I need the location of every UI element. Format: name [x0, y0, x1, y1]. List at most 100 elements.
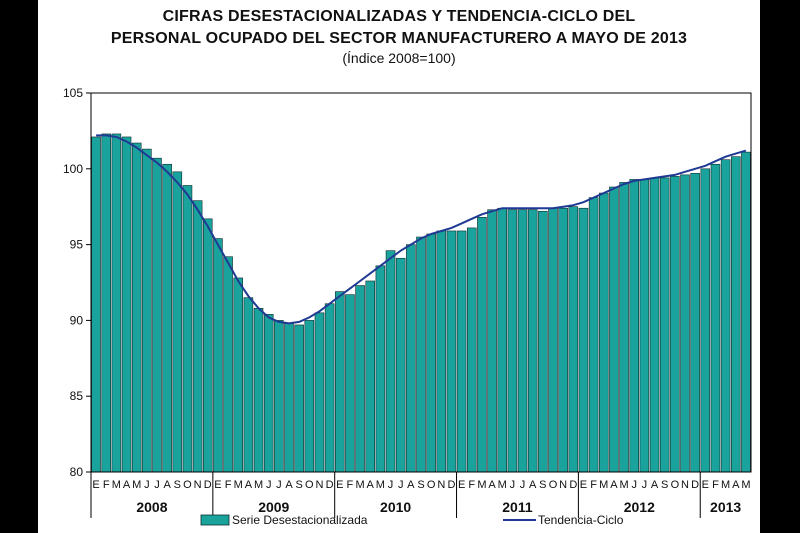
x-month-label: N — [194, 479, 202, 491]
x-month-label: F — [347, 479, 354, 491]
bar — [365, 280, 376, 473]
bar — [243, 297, 254, 473]
x-month-label: M — [477, 479, 486, 491]
bar — [324, 303, 335, 473]
bar — [406, 244, 416, 473]
x-month-label: D — [326, 479, 334, 491]
bar — [517, 209, 528, 473]
x-month-label: N — [437, 479, 445, 491]
bar — [477, 217, 487, 473]
bar — [233, 277, 244, 473]
bar — [274, 320, 284, 473]
x-month-label: M — [234, 479, 243, 491]
y-tick-label: 100 — [63, 162, 83, 176]
bar — [680, 174, 690, 473]
bar-series — [91, 133, 751, 473]
bar — [588, 197, 599, 473]
bar — [436, 230, 447, 473]
bar — [263, 314, 274, 473]
x-month-label: F — [590, 479, 597, 491]
bar — [192, 200, 203, 473]
x-year-label: 2012 — [624, 499, 655, 515]
x-month-label: E — [580, 479, 587, 491]
bar — [466, 227, 477, 473]
x-month-label: E — [702, 479, 709, 491]
x-month-label: M — [112, 479, 121, 491]
title-line-2: PERSONAL OCUPADO DEL SECTOR MANUFACTURER… — [110, 30, 688, 47]
bar — [111, 133, 122, 473]
x-month-label: M — [498, 479, 507, 491]
bar — [558, 207, 568, 473]
x-month-label: O — [427, 479, 436, 491]
x-month-label: A — [610, 479, 618, 491]
x-month-label: F — [712, 479, 719, 491]
x-month-label: A — [651, 479, 659, 491]
bar — [700, 168, 711, 473]
x-month-label: O — [305, 479, 314, 491]
bar — [223, 256, 233, 473]
x-month-label: J — [388, 479, 394, 491]
y-tick-label: 90 — [70, 313, 84, 327]
x-month-label: S — [295, 479, 302, 491]
bar — [730, 156, 741, 473]
y-tick-label: 85 — [70, 389, 84, 403]
x-month-label: M — [254, 479, 263, 491]
bar — [629, 179, 640, 473]
bar — [619, 182, 629, 473]
x-month-label: E — [214, 479, 221, 491]
x-month-label: M — [619, 479, 628, 491]
x-month-label: E — [92, 479, 99, 491]
x-month-label: O — [183, 479, 192, 491]
x-month-label: F — [225, 479, 232, 491]
chart-subtitle: (Índice 2008=100) — [342, 50, 456, 66]
bar — [578, 207, 589, 473]
bar — [355, 285, 365, 473]
x-month-label: D — [691, 479, 699, 491]
bar — [202, 218, 213, 473]
bar — [182, 185, 193, 473]
bar — [334, 291, 345, 473]
x-month-label: O — [549, 479, 558, 491]
x-month-label: A — [163, 479, 171, 491]
x-year-label: 2010 — [380, 499, 411, 515]
x-month-label: J — [276, 479, 282, 491]
legend-bar-label: Serie Desestacionalizada — [232, 513, 368, 527]
x-month-label: M — [355, 479, 364, 491]
bar — [131, 142, 142, 473]
x-month-label: M — [741, 479, 750, 491]
chart-panel: CIFRAS DESESTACIONALIZADAS Y TENDENCIA-C… — [38, 0, 760, 533]
x-month-label: A — [529, 479, 537, 491]
x-month-label: A — [245, 479, 253, 491]
bar — [548, 207, 558, 473]
bar — [294, 324, 304, 473]
x-month-label: M — [132, 479, 141, 491]
bar — [568, 206, 579, 473]
bar — [395, 257, 406, 473]
x-month-label: S — [174, 479, 181, 491]
x-month-label: A — [123, 479, 131, 491]
plot-frame — [90, 92, 752, 473]
bar — [598, 192, 609, 473]
x-month-label: S — [661, 479, 668, 491]
title-line-1: CIFRAS DESESTACIONALIZADAS Y TENDENCIA-C… — [162, 8, 636, 25]
x-month-label: E — [336, 479, 343, 491]
x-month-label: J — [631, 479, 637, 491]
bar — [649, 177, 660, 473]
x-year-label: 2009 — [258, 499, 289, 515]
bar — [284, 323, 294, 473]
bar — [507, 209, 518, 473]
bar — [101, 133, 112, 473]
bar — [416, 236, 426, 473]
y-tick-label: 95 — [70, 238, 84, 252]
bar — [538, 210, 548, 473]
x-month-label: N — [315, 479, 323, 491]
bar — [152, 157, 162, 473]
bar — [639, 179, 650, 473]
bar — [609, 186, 619, 473]
x-month-label: A — [285, 479, 293, 491]
x-month-label: O — [671, 479, 680, 491]
bar — [162, 163, 172, 473]
x-month-label: F — [103, 479, 110, 491]
